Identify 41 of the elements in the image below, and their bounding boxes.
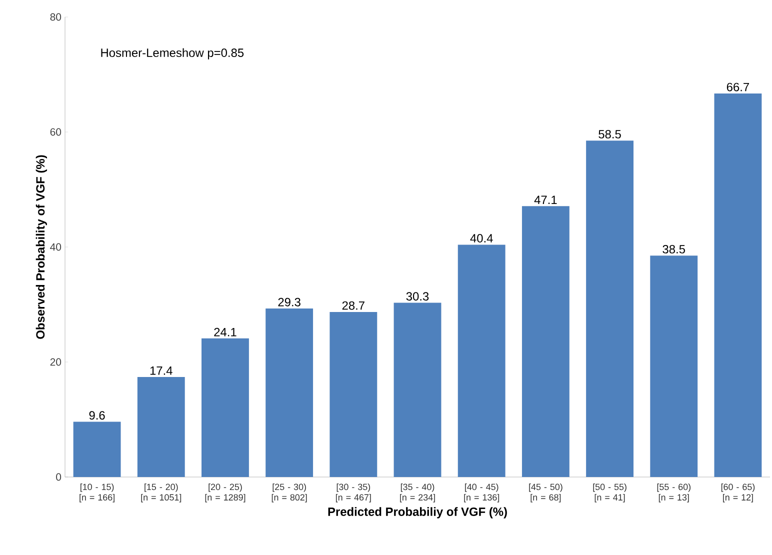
x-tick-label: [45 - 50) [n = 68]	[529, 484, 562, 502]
y-tick-label: 80	[50, 13, 62, 21]
bar	[394, 302, 442, 477]
y-tick-label: 40	[50, 243, 62, 251]
bar	[137, 376, 185, 477]
data-label: 9.6	[89, 411, 105, 420]
bar	[73, 422, 121, 477]
data-label: 29.3	[278, 298, 300, 306]
x-tick-label: [55 - 60) [n = 13]	[657, 484, 691, 502]
bar	[202, 338, 249, 477]
bar	[650, 256, 698, 477]
x-tick-label: [25 - 30) [n = 802]	[272, 484, 307, 502]
annotation: Hosmer-Lemeshow p=0.85	[101, 48, 244, 60]
data-label: 30.3	[406, 292, 429, 301]
bar	[266, 308, 314, 477]
data-label: 24.1	[214, 328, 236, 336]
x-tick-label: [60 - 65) [n = 12]	[721, 484, 755, 502]
bar	[586, 140, 634, 477]
data-label: 38.5	[662, 244, 685, 254]
data-label: 40.4	[470, 234, 493, 242]
y-tick-label: 60	[50, 128, 62, 136]
data-label: 66.7	[726, 82, 749, 92]
bar	[714, 93, 762, 477]
x-tick-label: [30 - 35) [n = 467]	[336, 484, 371, 502]
x-tick-label: [35 - 40) [n = 234]	[400, 484, 435, 502]
data-label: 17.4	[150, 366, 172, 375]
y-tick-label: 0	[56, 473, 62, 481]
x-tick-label: [15 - 20) [n = 1051]	[141, 484, 182, 502]
bar	[458, 244, 506, 477]
x-tick-label: [50 - 55) [n = 41]	[593, 484, 626, 502]
bar	[330, 312, 378, 477]
y-tick-label: 20	[50, 358, 62, 366]
bar	[522, 206, 570, 477]
data-label: 47.1	[534, 196, 557, 204]
y-axis-title: Observed Probability of VGF (%)	[36, 155, 47, 339]
x-axis-title: Predicted Probabiliy of VGF (%)	[328, 507, 507, 518]
data-label: 28.7	[342, 301, 364, 310]
x-tick-label: [10 - 15) [n = 166]	[80, 484, 114, 502]
data-label: 58.5	[598, 130, 621, 138]
x-tick-label: [40 - 45) [n = 136]	[464, 484, 500, 502]
x-tick-label: [20 - 25) [n = 1289]	[205, 484, 246, 502]
